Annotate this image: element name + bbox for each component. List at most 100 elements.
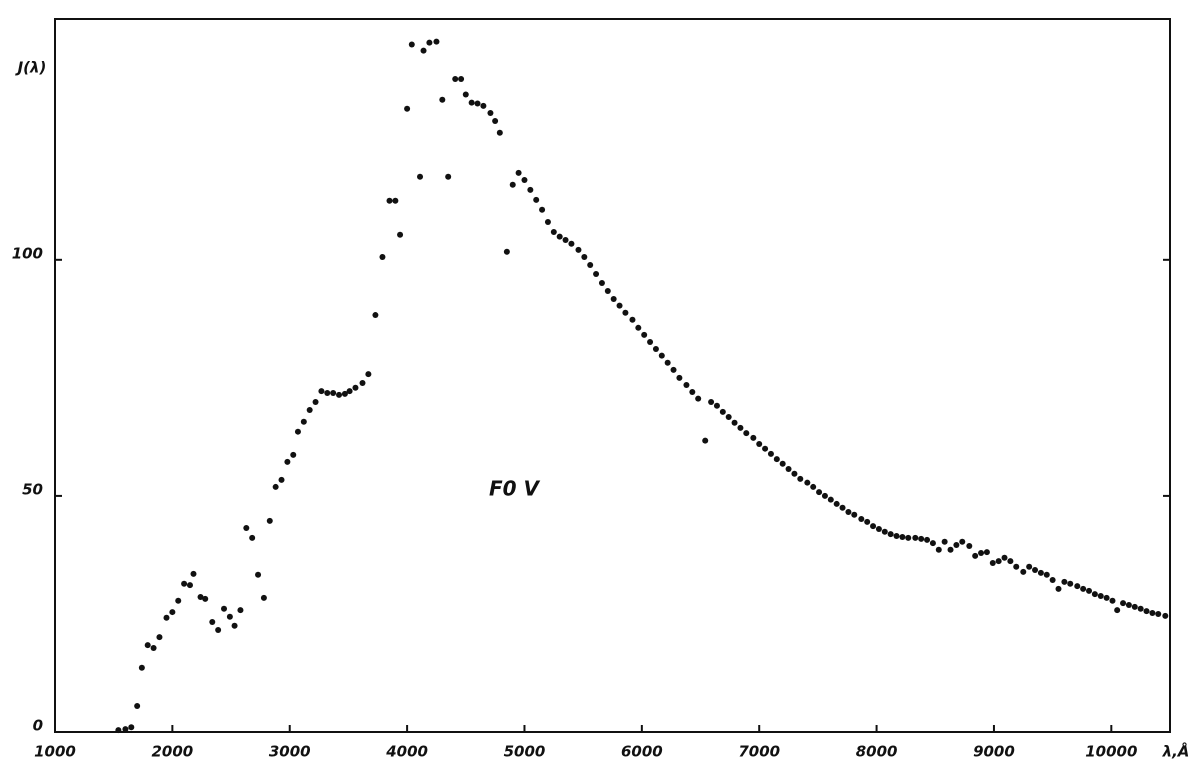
x-tick-label: 2000 (151, 743, 193, 761)
data-point (989, 559, 996, 566)
data-point (725, 414, 732, 421)
data-point (622, 309, 629, 316)
data-point (953, 542, 960, 549)
data-point (190, 570, 197, 577)
data-point (215, 627, 222, 634)
data-point (797, 475, 804, 482)
data-point (420, 47, 427, 54)
data-point (1007, 558, 1014, 565)
data-point (365, 371, 372, 378)
data-point (550, 228, 557, 235)
data-point (676, 374, 683, 381)
data-point (278, 476, 285, 483)
data-point (226, 613, 233, 620)
data-point (941, 538, 948, 545)
data-point (762, 445, 769, 452)
data-point (959, 538, 966, 545)
data-point (474, 100, 481, 107)
data-point (255, 571, 262, 578)
data-point (1067, 580, 1074, 587)
x-tick-label: 9000 (973, 743, 1015, 761)
data-point (404, 105, 411, 112)
data-point (905, 534, 912, 541)
data-point (864, 518, 871, 525)
data-point (610, 296, 617, 303)
data-point (386, 197, 393, 204)
data-point (713, 402, 720, 409)
data-point (581, 253, 588, 260)
data-point (359, 380, 366, 387)
data-point (272, 483, 279, 490)
data-point (379, 253, 386, 260)
data-point (243, 525, 250, 532)
data-point (875, 525, 882, 532)
data-point (604, 287, 611, 294)
data-point (929, 540, 936, 547)
data-point (851, 511, 858, 518)
data-point (556, 233, 563, 240)
data-point (181, 580, 188, 587)
data-point (858, 516, 865, 523)
data-point (324, 389, 331, 396)
data-point (202, 595, 209, 602)
data-point (197, 593, 204, 600)
data-point (810, 483, 817, 490)
data-point (115, 727, 122, 734)
data-point (237, 607, 244, 614)
data-point (417, 173, 424, 180)
data-point (972, 552, 979, 559)
data-point (341, 390, 348, 397)
data-point (737, 424, 744, 431)
data-point (1037, 569, 1044, 576)
data-point (312, 398, 319, 405)
data-point (1080, 585, 1087, 592)
data-point (452, 75, 459, 82)
plot-frame (54, 18, 1171, 733)
data-point (629, 316, 636, 323)
data-point (641, 331, 648, 338)
data-point (1086, 587, 1093, 594)
data-point (231, 622, 238, 629)
data-point (821, 492, 828, 499)
data-point (893, 533, 900, 540)
data-point (1091, 591, 1098, 598)
x-tick-label: 10000 (1085, 743, 1137, 761)
data-point (509, 181, 516, 188)
data-point (1137, 605, 1144, 612)
data-point (1131, 603, 1138, 610)
data-point (804, 479, 811, 486)
data-point (134, 703, 141, 710)
data-point (1026, 563, 1033, 570)
data-point (816, 489, 823, 496)
y-tick-label: 50 (22, 480, 43, 498)
data-point (138, 664, 145, 671)
data-point (439, 96, 446, 103)
data-point (300, 418, 307, 425)
data-point (209, 618, 216, 625)
data-point (544, 219, 551, 226)
data-point (773, 456, 780, 463)
data-point (539, 206, 546, 213)
data-point (527, 186, 534, 193)
data-point (480, 102, 487, 109)
data-point (445, 173, 452, 180)
data-point (827, 496, 834, 503)
data-point (1061, 578, 1068, 585)
data-point (767, 450, 774, 457)
data-point (598, 279, 605, 286)
data-point (702, 437, 709, 444)
x-tick-label: 1000 (34, 743, 76, 761)
y-tick-label: 100 (12, 244, 43, 262)
data-point (568, 240, 575, 247)
data-point (169, 609, 176, 616)
data-point (947, 546, 954, 553)
data-point (266, 517, 273, 524)
data-point (306, 406, 313, 413)
data-point (887, 531, 894, 538)
data-point (468, 99, 475, 106)
data-point (750, 434, 757, 441)
data-point (1162, 612, 1169, 619)
data-point (186, 582, 193, 589)
data-point (487, 109, 494, 116)
data-point (899, 533, 906, 540)
